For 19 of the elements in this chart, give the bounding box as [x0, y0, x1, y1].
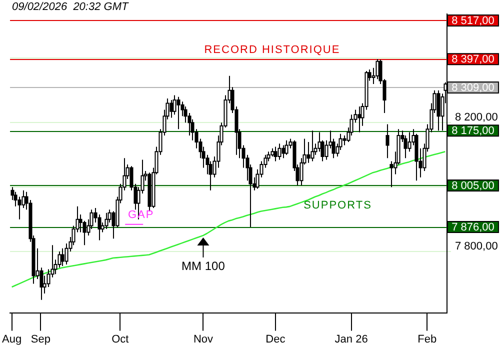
- x-tick-label: Feb: [418, 333, 437, 346]
- ref-line-label: 8 005,00: [452, 180, 494, 192]
- ref-line-label: 8 397,00: [452, 54, 494, 66]
- text: 09/02/2026 20:32 GMT: [12, 1, 130, 14]
- ref-line-label: 8 517,00: [452, 14, 494, 27]
- ref-line-label: 8 175,00: [452, 125, 494, 138]
- x-tick-label: Sep: [30, 333, 51, 346]
- x-tick-label: Nov: [193, 333, 214, 346]
- ref-line-label: 7 876,00: [452, 222, 494, 234]
- x-tick-label: Aug: [2, 333, 22, 346]
- ref-line-label: 8 309,00: [452, 82, 494, 94]
- y-tick-label: 7 800,00: [455, 240, 498, 253]
- series-label: MM 100: [182, 258, 226, 273]
- y-tick-label: 8 200,00: [455, 112, 498, 124]
- annotation: RECORD HISTORIQUE: [204, 44, 340, 56]
- annotation: SUPPORTS: [304, 199, 372, 212]
- x-tick-label: Dec: [266, 333, 286, 346]
- x-tick-label: Jan 26: [334, 333, 368, 346]
- x-tick-label: Oct: [112, 333, 129, 346]
